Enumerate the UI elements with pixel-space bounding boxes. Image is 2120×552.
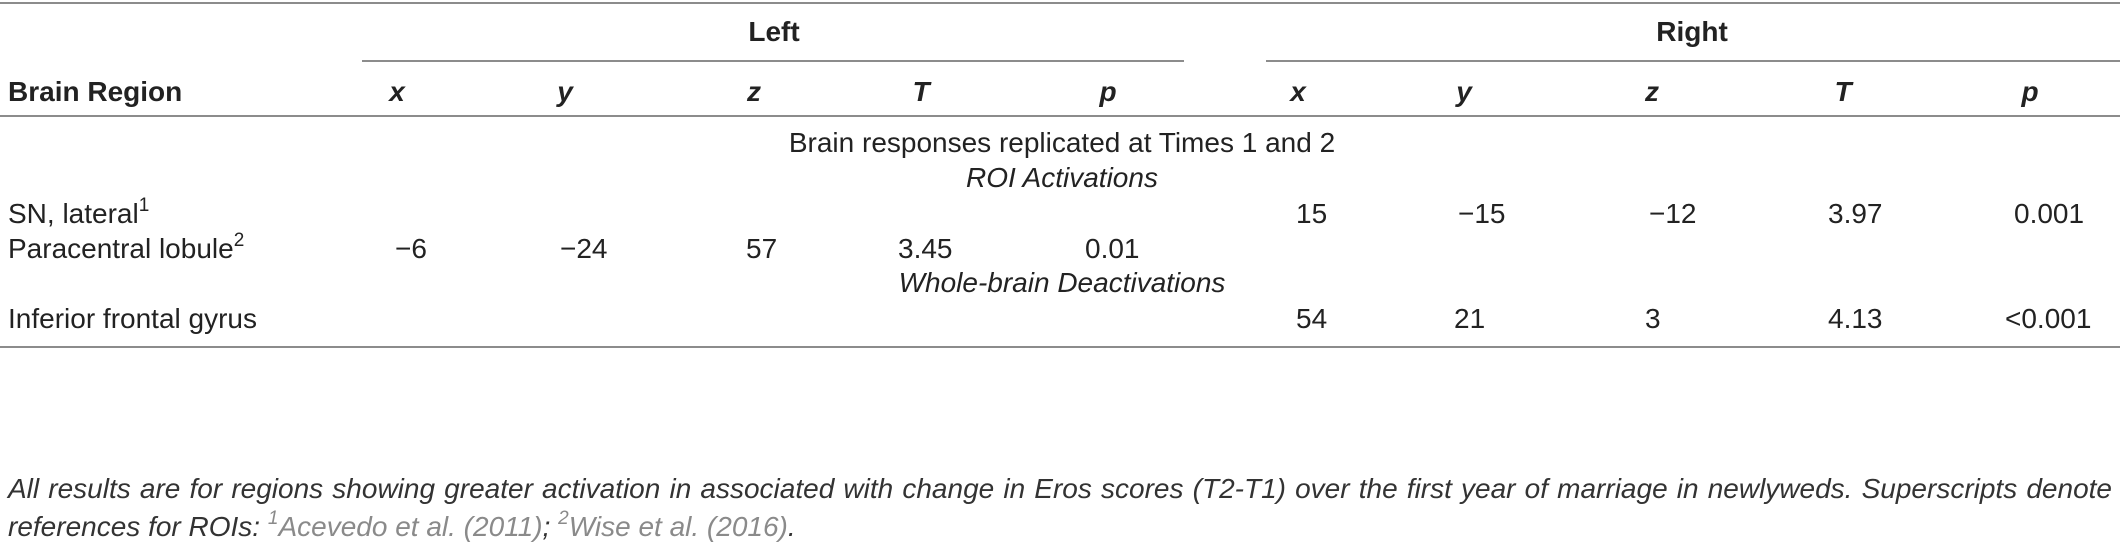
- row-region-inferior-frontal-gyrus: Inferior frontal gyrus: [8, 303, 257, 334]
- right-y-header: y: [1456, 76, 1472, 107]
- row-region-sn-lateral: SN, lateral1: [8, 195, 150, 229]
- subsection-whole-brain-deactivations: Whole-brain Deactivations: [898, 267, 1226, 298]
- left-group-rule: [362, 60, 1184, 62]
- left-x-header: x: [389, 76, 405, 107]
- table-cell: −15: [1458, 198, 1506, 229]
- table-cell: 3: [1645, 303, 1661, 334]
- brain-region-header: Brain Region: [8, 76, 183, 107]
- ref2-superscript: 2: [558, 508, 569, 529]
- table-cell: 0.01: [1085, 233, 1140, 264]
- table-cell: 15: [1296, 198, 1328, 229]
- ref1-superscript: 1: [267, 508, 279, 529]
- table-cell: 54: [1296, 303, 1328, 334]
- table-cell: 57: [746, 233, 778, 264]
- table-cell: −12: [1649, 198, 1697, 229]
- left-z-header: z: [747, 76, 761, 107]
- subsection-roi-activations: ROI Activations: [966, 162, 1158, 193]
- reference-link-acevedo[interactable]: Acevedo et al. (2011): [278, 511, 543, 542]
- section-title: Brain responses replicated at Times 1 an…: [788, 127, 1336, 158]
- table-footnote: All results are for regions showing grea…: [8, 473, 2112, 542]
- row-region-superscript: 1: [138, 195, 150, 216]
- left-t-header: T: [912, 76, 930, 107]
- table-cell: −6: [395, 233, 427, 264]
- row-region-superscript: 2: [233, 230, 245, 251]
- table-bottom-rule: [0, 346, 2120, 348]
- header-bottom-rule: [0, 115, 2120, 117]
- table-cell: 0.001: [2014, 198, 2085, 229]
- table-cell: <0.001: [2005, 303, 2092, 334]
- left-group-header: Left: [748, 16, 800, 47]
- right-z-header: z: [1645, 76, 1659, 107]
- left-p-header: p: [1099, 76, 1117, 107]
- right-group-rule: [1266, 60, 2120, 62]
- top-rule: [0, 2, 2120, 4]
- table-cell: 4.13: [1828, 303, 1883, 334]
- table-cell: 3.97: [1828, 198, 1883, 229]
- left-y-header: y: [557, 76, 573, 107]
- table-cell: −24: [560, 233, 608, 264]
- table-cell: 3.45: [898, 233, 953, 264]
- right-t-header: T: [1834, 76, 1852, 107]
- right-x-header: x: [1290, 76, 1306, 107]
- right-p-header: p: [2021, 76, 2039, 107]
- row-region-paracentral-lobule: Paracentral lobule2: [8, 230, 245, 264]
- table-cell: 21: [1454, 303, 1486, 334]
- right-group-header: Right: [1656, 16, 1728, 47]
- reference-link-wise[interactable]: Wise et al. (2016): [568, 511, 788, 542]
